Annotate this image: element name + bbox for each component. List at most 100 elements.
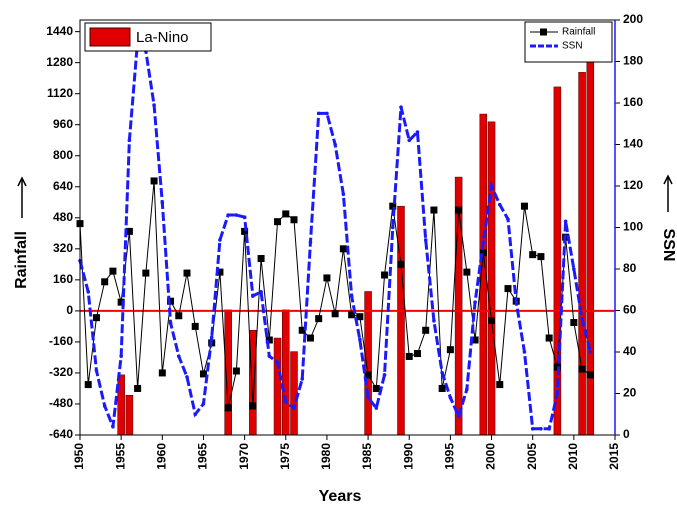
legend-box (524, 21, 613, 63)
marker (381, 271, 389, 279)
marker (125, 227, 133, 235)
marker (430, 206, 438, 214)
marker (488, 317, 496, 325)
marker (356, 313, 364, 321)
marker (497, 202, 502, 207)
marker (588, 350, 593, 354)
marker (496, 381, 504, 389)
marker (341, 192, 346, 197)
marker (333, 142, 337, 147)
marker (150, 177, 158, 185)
marker (168, 321, 173, 325)
marker (94, 368, 99, 373)
marker (331, 310, 339, 318)
marker (111, 424, 115, 429)
marker (119, 354, 123, 358)
marker (234, 213, 239, 217)
marker (399, 105, 403, 109)
y2-tick-label: 0 (623, 427, 630, 441)
marker (275, 360, 280, 365)
marker (405, 352, 413, 360)
marker (259, 290, 263, 294)
y2-tick-label: 80 (623, 261, 637, 275)
marker (520, 202, 528, 210)
x-axis-title: Years (319, 488, 362, 505)
bar (578, 72, 586, 436)
bar (397, 205, 405, 436)
marker (372, 384, 380, 392)
marker (489, 184, 494, 188)
y-tick-label: 160 (53, 272, 73, 286)
x-tick-label: 1950 (72, 443, 86, 470)
y-axis-title: Rainfall (13, 231, 30, 289)
marker (241, 227, 249, 235)
bar (487, 121, 496, 436)
marker (306, 334, 314, 342)
marker (176, 354, 181, 358)
marker (432, 319, 436, 323)
x-tick-label: 2015 (607, 443, 621, 470)
marker (127, 138, 132, 143)
x-tick-label: 1960 (154, 443, 168, 470)
marker (479, 249, 487, 257)
y2-axis-title: SSN (660, 229, 677, 262)
marker (300, 377, 305, 381)
marker (175, 312, 183, 320)
marker (522, 350, 527, 354)
marker (504, 285, 512, 293)
marker (101, 278, 109, 286)
legend-marker (540, 28, 547, 36)
y-tick-label: 1440 (46, 24, 73, 38)
bar (364, 291, 372, 436)
marker (465, 387, 469, 392)
axis-arrow (663, 174, 673, 185)
legend-label: SSN (562, 41, 583, 52)
marker (224, 404, 232, 412)
y-tick-label: 960 (53, 117, 73, 131)
x-tick-label: 1975 (278, 443, 292, 470)
marker (316, 111, 321, 116)
marker (463, 268, 471, 276)
marker (86, 290, 91, 294)
marker (572, 267, 576, 271)
marker (209, 335, 214, 340)
marker (529, 251, 537, 259)
marker (586, 371, 594, 379)
marker (257, 255, 265, 263)
y2-tick-label: 180 (623, 54, 643, 68)
y-tick-label: -320 (49, 365, 73, 379)
marker (315, 315, 323, 323)
marker (267, 354, 272, 358)
marker (242, 215, 247, 219)
y2-tick-label: 120 (623, 178, 643, 192)
x-tick-label: 1990 (401, 443, 415, 470)
y-tick-label: -480 (49, 396, 73, 410)
x-tick-label: 1970 (237, 443, 251, 470)
marker (185, 375, 189, 379)
marker (349, 294, 354, 298)
marker (506, 217, 510, 221)
marker (415, 130, 420, 134)
marker (193, 412, 198, 417)
marker (348, 311, 356, 319)
legend-label: La-Nino (136, 29, 189, 46)
marker (102, 404, 107, 408)
bar (290, 351, 298, 436)
marker (537, 253, 545, 261)
y-tick-label: -160 (49, 334, 73, 348)
marker (226, 213, 230, 217)
marker (446, 346, 454, 354)
marker (265, 336, 273, 344)
marker (545, 334, 553, 342)
marker (323, 274, 331, 282)
x-tick-label: 1965 (196, 443, 210, 470)
marker (152, 103, 156, 107)
marker (578, 365, 586, 373)
marker (364, 371, 372, 379)
x-tick-label: 2000 (484, 443, 498, 470)
marker (282, 210, 290, 218)
x-tick-label: 1980 (319, 443, 333, 470)
legend-label: Rainfall (562, 27, 595, 38)
y-tick-label: 0 (66, 303, 73, 317)
y-tick-label: 480 (53, 210, 73, 224)
